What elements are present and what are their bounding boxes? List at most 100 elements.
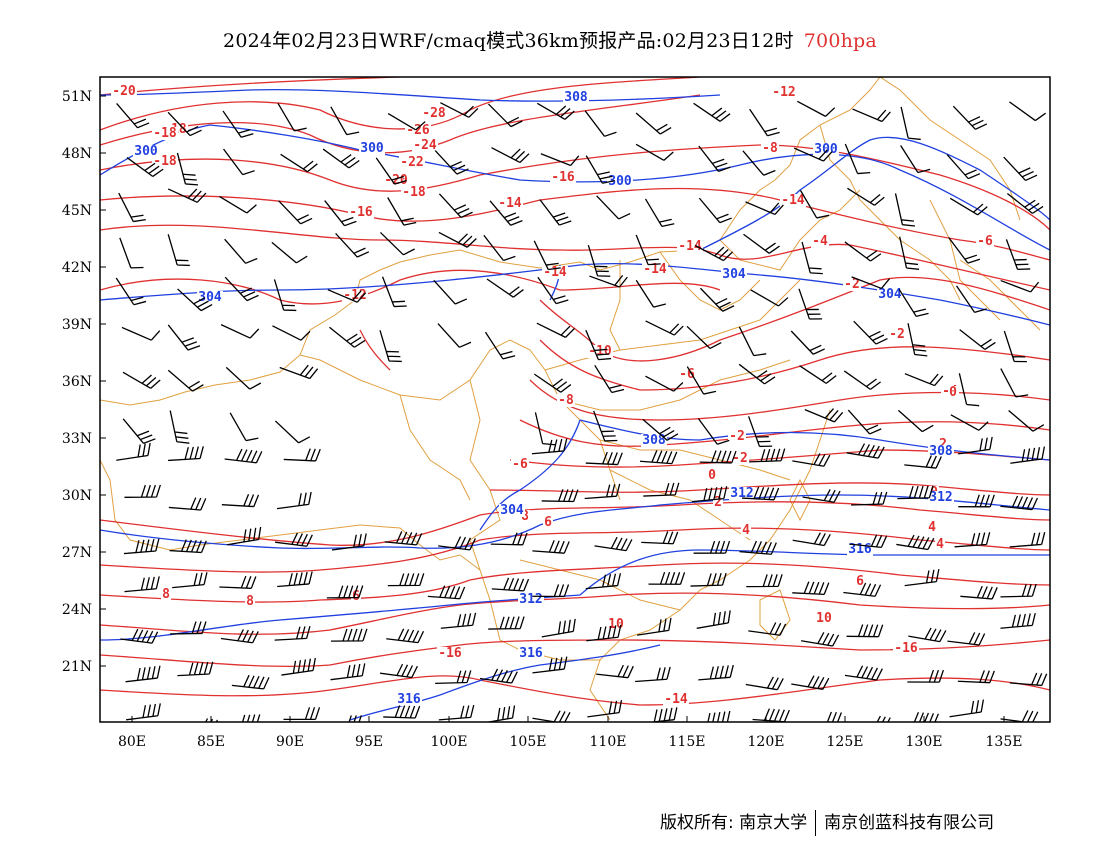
lat-label: 30N <box>62 488 92 504</box>
wind-barb <box>440 612 477 629</box>
wind-barb <box>274 626 311 641</box>
company-name: 南京创蓝科技有限公司 <box>824 813 995 833</box>
temperature-label: -2 <box>889 327 905 342</box>
wind-barb <box>1006 193 1044 214</box>
height-label: 308 <box>564 90 588 105</box>
wind-barb <box>952 105 988 130</box>
temperature-label: -2 <box>732 451 748 466</box>
wind-barb <box>844 143 871 175</box>
contour-label-bg <box>641 434 667 447</box>
wind-barb <box>699 450 737 464</box>
lon-label: 85E <box>197 734 225 750</box>
lat-label: 33N <box>62 431 92 447</box>
wind-barb <box>224 448 263 464</box>
wind-barb <box>176 152 199 186</box>
contour-label-bg <box>780 194 806 207</box>
wind-barb <box>1003 330 1027 363</box>
height-label: 316 <box>519 646 543 661</box>
wind-barb <box>273 279 297 312</box>
height-label: 300 <box>134 144 158 159</box>
wind-barb <box>695 710 731 722</box>
wind-barb <box>593 410 618 442</box>
wind-barb <box>223 148 255 176</box>
wind-barb <box>124 576 160 593</box>
wind-barb <box>121 326 161 341</box>
footer: 版权所有: 南京大学 南京创蓝科技有限公司 <box>660 808 994 836</box>
wind-barb <box>331 628 368 642</box>
wind-barb <box>589 274 628 288</box>
wind-barb <box>959 329 996 350</box>
temperature-label: -18 <box>402 185 426 200</box>
wind-barb <box>697 418 730 445</box>
wind-barb <box>224 714 261 722</box>
wind-barb <box>480 705 516 722</box>
wind-barb <box>1000 279 1040 293</box>
wind-barb <box>698 145 731 172</box>
wind-barb <box>1008 409 1045 432</box>
wind-barb <box>386 628 425 644</box>
wind-barb <box>637 617 672 636</box>
lon-label: 120E <box>748 734 785 750</box>
lat-label: 39N <box>62 317 92 333</box>
wind-barb <box>326 585 364 599</box>
lon-label: 130E <box>906 734 943 750</box>
wind-barb <box>900 145 931 174</box>
wind-barb <box>438 231 477 248</box>
wind-barb <box>532 656 568 674</box>
wind-barb <box>483 234 516 262</box>
wind-barb <box>742 150 776 176</box>
contour-label-bg <box>771 86 797 99</box>
wind-barb <box>635 112 672 135</box>
wind-barb <box>437 323 472 348</box>
temperature-label: -14 <box>678 239 702 254</box>
contour-label-bg <box>678 368 696 381</box>
wind-barb <box>281 657 316 676</box>
wind-barb <box>491 147 530 164</box>
wind-barb <box>487 103 523 128</box>
temperature-label: 8 <box>246 594 254 609</box>
wind-barb <box>958 494 995 508</box>
lat-label: 42N <box>62 260 92 276</box>
contour-label-bg <box>152 127 178 140</box>
height-label: 304 <box>198 290 222 305</box>
wind-barb <box>221 493 260 508</box>
wind-barb <box>748 416 773 448</box>
wind-barb <box>897 485 934 500</box>
wind-barb <box>172 572 208 589</box>
wind-barb <box>699 287 735 312</box>
contour-label-bg <box>557 394 575 407</box>
contour-label-bg <box>976 235 994 248</box>
wind-barb <box>738 363 776 385</box>
contour-label-bg <box>518 647 544 660</box>
wind-barb <box>276 491 312 510</box>
wind-barb <box>897 409 934 433</box>
wind-barb <box>381 276 407 308</box>
wind-barb <box>486 278 524 298</box>
wind-barb <box>224 238 258 264</box>
temperature-label: -16 <box>551 170 575 185</box>
wind-barb <box>587 700 623 718</box>
wind-barb <box>904 569 940 587</box>
contour-label-bg <box>815 612 833 625</box>
wind-barb <box>489 200 523 226</box>
temperature-label: -18 <box>153 154 177 169</box>
contour-label-bg <box>437 647 463 660</box>
temperature-label: -2 <box>844 277 860 292</box>
wind-barb <box>440 102 479 118</box>
height-label: 300 <box>608 174 632 189</box>
wind-barb <box>278 200 313 225</box>
wind-barb <box>749 448 786 463</box>
wind-barb <box>272 325 311 341</box>
wind-barb <box>1000 495 1039 511</box>
wind-barb <box>946 154 981 180</box>
wind-barb <box>745 201 784 216</box>
wind-barb <box>908 627 947 643</box>
wind-barb <box>532 584 570 598</box>
temperature-label: 6 <box>544 515 552 530</box>
wind-barb <box>798 288 823 320</box>
wind-barb <box>635 234 661 266</box>
wind-barb <box>645 320 684 336</box>
wind-barb <box>375 157 407 185</box>
wind-barb <box>639 450 678 465</box>
lon-label: 115E <box>669 734 706 750</box>
